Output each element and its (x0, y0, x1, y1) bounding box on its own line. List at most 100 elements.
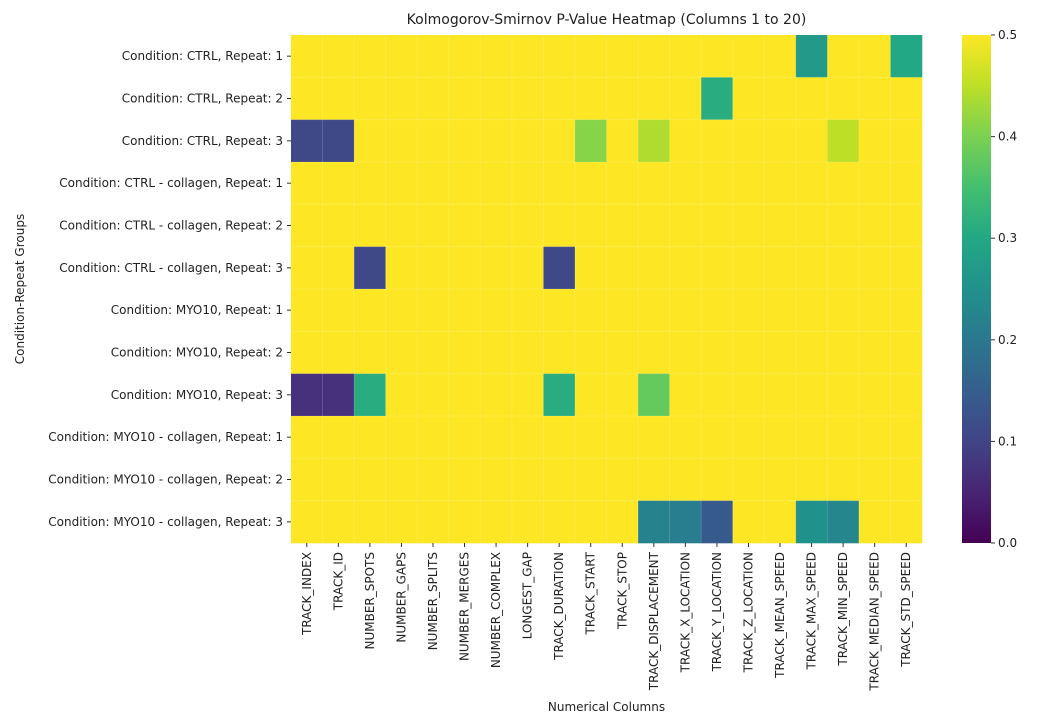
heatmap-cell: 0.5 (417, 77, 450, 120)
heatmap-cell: 0.5 (480, 162, 513, 205)
heatmap-cell: 0.38 (638, 373, 670, 417)
heatmap-cell: 0.5 (417, 246, 450, 290)
heatmap-cell: 0.5 (606, 373, 639, 417)
x-tick-label: NUMBER_MERGES (458, 552, 472, 661)
heatmap-cell: 0.5 (795, 289, 828, 332)
heatmap-cell: 0.5 (606, 500, 639, 544)
heatmap-cell: 0.5 (890, 500, 923, 544)
heatmap-cell: 0.5 (448, 458, 481, 501)
heatmap-cell: 0.5 (291, 416, 323, 459)
heatmap-cell: 0.5 (669, 331, 702, 374)
heatmap-cell: 0.5 (827, 162, 860, 205)
heatmap-cell: 0.5 (574, 331, 607, 374)
heatmap-cell: 0.5 (890, 458, 923, 501)
heatmap-cell: 0.5 (795, 416, 828, 459)
heatmap-cell: 0.27 (795, 35, 828, 78)
heatmap-cell: 0.07 (291, 373, 323, 417)
heatmap-cell: 0.5 (511, 162, 544, 205)
heatmap-cell: 0.5 (827, 204, 860, 247)
heatmap-cell: 0.5 (701, 35, 733, 78)
heatmap-cell: 0.5 (795, 246, 828, 290)
heatmap-cell: 0.5 (574, 373, 607, 417)
heatmap-cell: 0.5 (322, 204, 355, 247)
heatmap-cell: 0.5 (669, 77, 702, 120)
heatmap-cell: 0.5 (732, 416, 765, 459)
heatmap-cell: 0.5 (385, 289, 418, 332)
heatmap-cell: 0.5 (574, 35, 607, 78)
heatmap-cell: 0.5 (511, 77, 544, 120)
heatmap-cell: 0.5 (511, 500, 544, 544)
heatmap-cell: 0.5 (511, 246, 544, 290)
heatmap-cell: 0.5 (764, 373, 797, 417)
heatmap-cell: 0.5 (543, 204, 576, 247)
heatmap-cell: 0.5 (291, 331, 323, 374)
heatmap-cell: 0.5 (480, 416, 513, 459)
heatmap-cell: 0.5 (858, 119, 891, 163)
x-tick-label: TRACK_START (584, 551, 598, 635)
heatmap-cell: 0.5 (385, 246, 418, 290)
heatmap-cell: 0.5 (480, 331, 513, 374)
heatmap-cell: 0.5 (291, 458, 323, 501)
heatmap-cell: 0.5 (732, 373, 765, 417)
heatmap-cell: 0.5 (638, 35, 670, 78)
heatmap-cell: 0.5 (701, 331, 733, 374)
heatmap-cell: 0.41 (574, 119, 607, 163)
x-tick-label: TRACK_INDEX (300, 552, 314, 636)
heatmap-cell: 0.5 (385, 35, 418, 78)
heatmap-cell: 0.5 (448, 77, 481, 120)
heatmap-cell: 0.14 (701, 500, 733, 544)
heatmap-cell: 0.5 (511, 289, 544, 332)
x-axis-label: Numerical Columns (547, 700, 666, 714)
colorbar-tick-label: 0.3 (998, 231, 1017, 245)
heatmap-cell: 0.5 (732, 289, 765, 332)
heatmap-cell: 0.5 (764, 35, 797, 78)
heatmap-cell: 0.5 (669, 416, 702, 459)
heatmap-cell: 0.5 (669, 162, 702, 205)
heatmap-cell: 0.3 (890, 35, 923, 78)
heatmap-cell: 0.5 (448, 289, 481, 332)
colorbar-tick-label: 0.4 (998, 130, 1017, 144)
heatmap-cell: 0.5 (858, 458, 891, 501)
heatmap-cell: 0.5 (574, 77, 607, 120)
heatmap-cell: 0.5 (764, 289, 797, 332)
heatmap-cell: 0.5 (543, 289, 576, 332)
heatmap-cell: 0.11 (291, 119, 323, 163)
y-tick-label: Condition: CTRL, Repeat: 3 (122, 134, 283, 148)
heatmap-cell: 0.5 (448, 35, 481, 78)
heatmap-cell: 0.5 (354, 119, 386, 163)
heatmap-cell: 0.5 (385, 204, 418, 247)
y-tick-label: Condition: CTRL - collagen, Repeat: 3 (59, 261, 283, 275)
heatmap-cell: 0.5 (732, 246, 765, 290)
colorbar-tick-label: 0.5 (998, 28, 1017, 42)
heatmap-cell: 0.5 (638, 77, 670, 120)
heatmap-cell: 0.5 (669, 35, 702, 78)
heatmap-cell: 0.5 (890, 162, 923, 205)
heatmap-cell: 0.5 (511, 458, 544, 501)
heatmap-cell: 0.5 (764, 77, 797, 120)
heatmap-cell: 0.5 (448, 500, 481, 544)
heatmap-cell: 0.5 (480, 204, 513, 247)
heatmap-cell: 0.5 (606, 35, 639, 78)
heatmap-cell: 0.5 (417, 500, 450, 544)
heatmap-cell: 0.5 (827, 416, 860, 459)
heatmap-cell: 0.31 (354, 373, 386, 417)
heatmap-cell: 0.5 (701, 162, 733, 205)
heatmap-cell: 0.5 (417, 331, 450, 374)
heatmap-cell: 0.5 (795, 373, 828, 417)
heatmap-cell: 0.5 (827, 331, 860, 374)
heatmap-cell: 0.5 (606, 416, 639, 459)
heatmap-cell: 0.5 (322, 35, 355, 78)
heatmap-cell: 0.5 (732, 162, 765, 205)
heatmap-cell: 0.5 (511, 35, 544, 78)
heatmap-cell: 0.5 (417, 416, 450, 459)
x-tick-label: TRACK_Y_LOCATION (710, 552, 724, 672)
heatmap-cell: 0.5 (322, 77, 355, 120)
heatmap-cell: 0.5 (701, 289, 733, 332)
x-tick-label: TRACK_DISPLACEMENT (647, 551, 661, 691)
heatmap-cell: 0.5 (354, 77, 386, 120)
heatmap-cell: 0.5 (385, 458, 418, 501)
heatmap-cell: 0.5 (890, 331, 923, 374)
heatmap-cell: 0.5 (606, 246, 639, 290)
heatmap-cell: 0.5 (354, 416, 386, 459)
heatmap-cell: 0.5 (669, 119, 702, 163)
